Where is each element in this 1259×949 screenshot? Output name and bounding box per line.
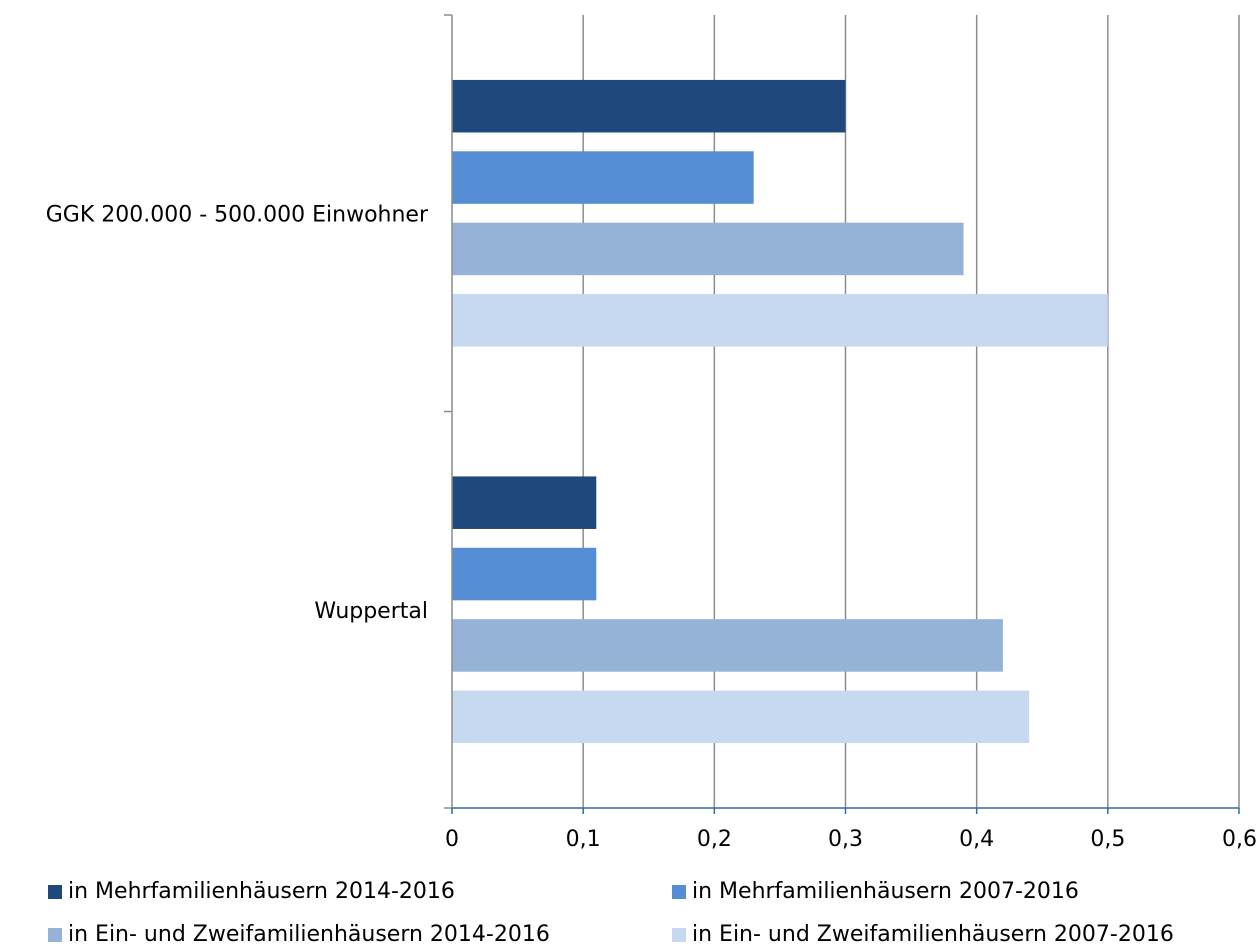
x-tick-label: 0,1 (566, 827, 601, 852)
x-tick-label: 0 (445, 827, 459, 852)
bar (452, 79, 846, 133)
x-tick-label: 0,5 (1090, 827, 1125, 852)
bar (452, 547, 597, 601)
bars (452, 79, 1108, 744)
x-tick-label: 0,4 (959, 827, 994, 852)
gridlines (582, 15, 1240, 808)
bar (452, 690, 1030, 744)
x-tick-label: 0,6 (1222, 827, 1257, 852)
bar (452, 222, 964, 276)
category-labels: GGK 200.000 - 500.000 Einwohner Wuppertal (46, 202, 429, 624)
bar (452, 151, 754, 204)
category-label: GGK 200.000 - 500.000 Einwohner (46, 202, 429, 227)
bar (452, 619, 1003, 672)
x-tick-label: 0,2 (697, 827, 732, 852)
x-tick-labels: 0 0,1 0,2 0,3 0,4 0,5 0,6 (445, 827, 1257, 852)
category-label: Wuppertal (314, 599, 428, 624)
axes (444, 14, 1240, 814)
bar (452, 476, 597, 529)
x-tick-label: 0,3 (828, 827, 863, 852)
bar (452, 294, 1108, 347)
